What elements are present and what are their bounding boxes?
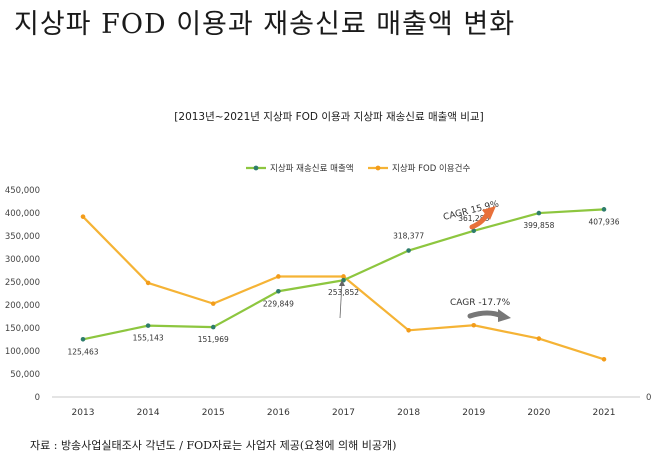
x-axis: 2013 2014 2015 2016 2017 2018 2019 2020 2021 bbox=[52, 396, 640, 418]
x-tick-label: 2013 bbox=[72, 408, 95, 418]
data-point bbox=[145, 323, 151, 328]
data-point bbox=[341, 274, 346, 279]
y2-tick-label: 0 bbox=[646, 393, 651, 403]
x-tick-label: 2015 bbox=[202, 408, 225, 418]
source-note: 자료 : 방송사업실태조사 각년도 / FOD자료는 사업자 제공(요청에 의해… bbox=[30, 439, 397, 452]
y-tick-label: 450,000 bbox=[5, 186, 40, 196]
data-label: 229,849 bbox=[263, 299, 294, 308]
x-tick-label: 2020 bbox=[527, 408, 550, 418]
data-label: 399,858 bbox=[523, 221, 554, 230]
y-tick-label: 300,000 bbox=[5, 255, 40, 265]
y-tick-label: 50,000 bbox=[10, 370, 40, 380]
y-axis: 0 50,000 100,000 150,000 200,000 250,000 300,0… bbox=[5, 186, 652, 403]
data-label: 125,463 bbox=[67, 347, 98, 356]
data-label: 318,377 bbox=[393, 232, 424, 241]
y-tick-label: 150,000 bbox=[5, 324, 40, 334]
chart-title: [2013년~2021년 지상파 FOD 이용과 지상파 재송신료 매출액 비교… bbox=[174, 111, 484, 123]
cagr-arrowhead-up bbox=[482, 206, 496, 220]
legend: 지상파 재송신료 매출액 지상파 FOD 이용건수 bbox=[246, 163, 470, 174]
y-tick-label: 200,000 bbox=[5, 301, 40, 311]
data-point bbox=[601, 356, 607, 362]
data-point bbox=[601, 207, 607, 212]
data-point bbox=[406, 328, 411, 333]
data-point bbox=[80, 336, 86, 342]
x-tick-label: 2017 bbox=[332, 408, 355, 418]
cagr-annotation-down: CAGR -17.7% bbox=[450, 298, 511, 308]
y-tick-label: 250,000 bbox=[5, 278, 40, 288]
data-point bbox=[536, 336, 542, 341]
y-tick-label: 400,000 bbox=[5, 209, 40, 219]
y-tick-label: 100,000 bbox=[5, 347, 40, 357]
data-point bbox=[210, 324, 216, 330]
data-point bbox=[471, 228, 477, 234]
legend-label: 지상파 FOD 이용건수 bbox=[392, 163, 470, 174]
data-label: 361,288 bbox=[458, 214, 489, 223]
legend-swatch-marker bbox=[253, 165, 259, 171]
data-label: 155,143 bbox=[133, 334, 164, 343]
data-label: 407,936 bbox=[588, 217, 619, 226]
data-point bbox=[536, 210, 542, 216]
data-point bbox=[406, 248, 411, 253]
y-tick-label: 0 bbox=[35, 393, 40, 403]
cagr-arrow-down bbox=[467, 310, 505, 319]
cagr-arrowhead-down bbox=[498, 309, 511, 322]
data-point bbox=[276, 274, 281, 279]
x-tick-label: 2014 bbox=[137, 408, 160, 418]
leader-line bbox=[339, 281, 343, 319]
legend-label: 지상파 재송신료 매출액 bbox=[270, 163, 354, 174]
data-label: 253,852 bbox=[328, 288, 359, 297]
data-point bbox=[145, 280, 151, 286]
data-point bbox=[471, 322, 477, 328]
x-tick-label: 2021 bbox=[593, 408, 616, 418]
legend-swatch-marker bbox=[375, 165, 381, 171]
x-tick-label: 2018 bbox=[397, 408, 420, 418]
leader-arrowhead bbox=[339, 280, 345, 286]
data-point bbox=[80, 214, 86, 219]
data-point bbox=[210, 301, 216, 306]
x-tick-label: 2016 bbox=[267, 408, 290, 418]
y-tick-label: 350,000 bbox=[5, 232, 40, 242]
x-tick-label: 2019 bbox=[462, 408, 485, 418]
data-label: 151,969 bbox=[198, 335, 229, 344]
series-layer: 125,463 155,143 151,969 229,849 253,852 318,3… bbox=[67, 207, 620, 362]
page-title: 지상파 FOD 이용과 재송신료 매출액 변화 bbox=[14, 9, 516, 40]
data-point bbox=[276, 288, 281, 294]
